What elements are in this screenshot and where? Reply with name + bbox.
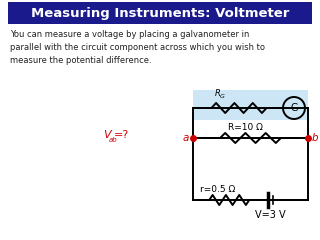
Text: Measuring Instruments: Voltmeter: Measuring Instruments: Voltmeter (31, 6, 289, 19)
Text: R=10 Ω: R=10 Ω (228, 124, 263, 132)
Text: V=3 V: V=3 V (255, 210, 286, 220)
Text: R: R (215, 90, 221, 98)
Bar (8, 2, 312, 24)
Text: V: V (103, 130, 111, 140)
Text: G: G (220, 95, 225, 100)
Text: G: G (290, 103, 298, 113)
Text: r=0.5 Ω: r=0.5 Ω (200, 185, 236, 193)
Text: =?: =? (114, 130, 129, 140)
Bar (193, 90, 308, 120)
Text: You can measure a voltage by placing a galvanometer in
parallel with the circuit: You can measure a voltage by placing a g… (10, 30, 265, 65)
Text: ab: ab (109, 137, 118, 143)
Text: b: b (312, 133, 318, 143)
Text: a: a (183, 133, 189, 143)
